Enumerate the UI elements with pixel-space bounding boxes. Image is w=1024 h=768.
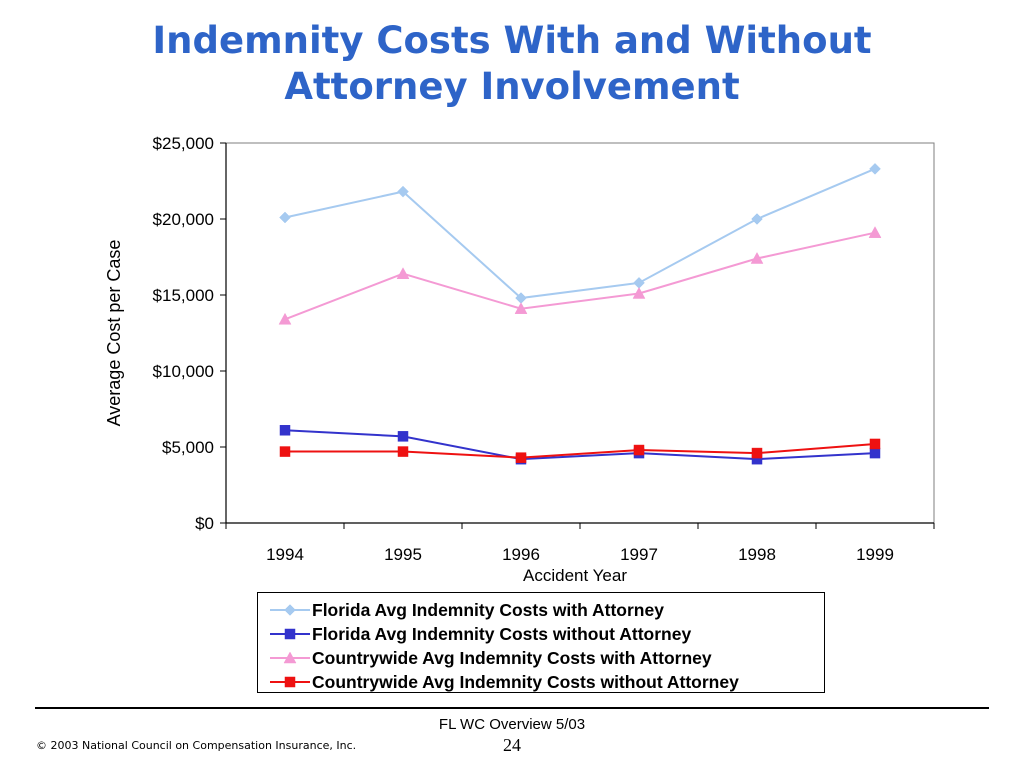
legend-label: Countrywide Avg Indemnity Costs without … — [312, 671, 739, 692]
series-line — [284, 167, 876, 300]
data-point — [397, 446, 409, 457]
legend-item: Florida Avg Indemnity Costs with Attorne… — [258, 598, 824, 622]
data-point — [279, 425, 291, 436]
legend-swatch — [270, 628, 310, 640]
x-tick-label: 1998 — [738, 545, 776, 564]
x-tick-label: 1995 — [384, 545, 422, 564]
legend-marker — [284, 628, 296, 640]
data-point — [751, 447, 763, 459]
legend-item: Countrywide Avg Indemnity Costs without … — [258, 670, 824, 694]
copyright-notice: © 2003 National Council on Compensation … — [36, 739, 357, 752]
plot-area — [225, 142, 935, 524]
x-tick-label: 1997 — [620, 545, 658, 564]
y-axis-title: Average Cost per Case — [104, 240, 124, 427]
data-point — [869, 438, 881, 450]
data-point — [633, 276, 645, 289]
data-point — [515, 452, 527, 463]
data-point — [279, 211, 291, 224]
series-1 — [279, 162, 881, 304]
series-3 — [278, 226, 882, 325]
legend-item: Countrywide Avg Indemnity Costs with Att… — [258, 646, 824, 670]
data-point — [397, 185, 409, 198]
footer-divider — [35, 707, 989, 709]
data-point — [751, 213, 763, 225]
legend-label: Florida Avg Indemnity Costs with Attorne… — [312, 599, 664, 620]
chart-legend: Florida Avg Indemnity Costs with Attorne… — [257, 592, 825, 693]
data-point — [279, 446, 291, 457]
slide-title-line-1: Indemnity Costs With and Without — [152, 19, 872, 62]
y-tick-label: $15,000 — [153, 286, 214, 305]
series-line — [284, 231, 876, 321]
page-number: 24 — [503, 735, 521, 755]
x-tick-label: 1999 — [856, 545, 894, 564]
x-tick-label: 1994 — [266, 545, 304, 564]
x-axis-title: Accident Year — [523, 566, 627, 585]
x-tick-label: 1996 — [502, 545, 540, 564]
y-tick-label: $25,000 — [153, 134, 214, 153]
data-point — [869, 447, 881, 459]
series-line — [284, 429, 876, 461]
data-point — [396, 267, 410, 279]
legend-label: Countrywide Avg Indemnity Costs with Att… — [312, 647, 712, 668]
data-point — [278, 312, 292, 325]
y-tick-label: $0 — [195, 514, 214, 533]
legend-swatch — [270, 604, 310, 616]
legend-item: Florida Avg Indemnity Costs without Atto… — [258, 622, 824, 646]
legend-swatch — [270, 676, 310, 688]
y-tick-label: $5,000 — [162, 438, 214, 457]
legend-label: Florida Avg Indemnity Costs without Atto… — [312, 623, 692, 644]
series-4 — [279, 438, 881, 463]
y-tick-label: $20,000 — [153, 210, 214, 229]
footer-caption: FL WC Overview 5/03 — [438, 716, 586, 733]
series-line — [285, 442, 876, 459]
slide-title: Indemnity Costs With and Without Attorne… — [0, 18, 1024, 110]
data-point — [514, 302, 528, 314]
data-point — [869, 162, 881, 175]
legend-marker — [284, 676, 296, 688]
data-point — [750, 251, 764, 264]
data-point — [632, 286, 646, 299]
data-point — [633, 444, 645, 456]
series-2 — [279, 425, 881, 465]
legend-marker — [283, 651, 297, 664]
slide-title-line-2: Attorney Involvement — [284, 65, 740, 108]
data-point — [868, 226, 882, 238]
legend-marker — [284, 604, 296, 616]
y-tick-label: $10,000 — [153, 362, 214, 381]
data-point — [397, 431, 409, 442]
legend-swatch — [270, 651, 310, 664]
